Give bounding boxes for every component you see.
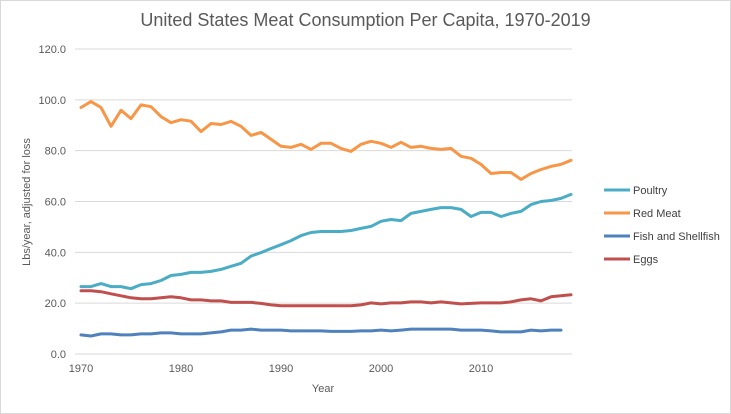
legend-label: Fish and Shellfish — [633, 231, 720, 243]
y-axis-tick-labels: 0.0 20.0 40.0 60.0 80.0 100.0 120.0 — [38, 44, 66, 361]
legend-item-poultry: Poultry — [604, 185, 668, 197]
x-axis-title: Year — [312, 383, 335, 395]
x-tick-label: 1970 — [69, 363, 93, 375]
series-lines — [79, 100, 573, 338]
chart-title: United States Meat Consumption Per Capit… — [140, 10, 591, 30]
y-tick-label: 120.0 — [38, 44, 66, 56]
legend-item-fish-and-shellfish: Fish and Shellfish — [604, 231, 720, 243]
y-axis-title: Lbs/year, adjusted for loss — [21, 138, 33, 266]
legend-label: Red Meat — [633, 208, 681, 220]
legend-item-eggs: Eggs — [604, 254, 659, 266]
x-tick-label: 1980 — [169, 363, 193, 375]
legend-label: Poultry — [633, 185, 668, 197]
legend: Poultry Red Meat Fish and Shellfish Eggs — [604, 185, 720, 266]
gridlines — [75, 48, 572, 355]
x-tick-label: 1990 — [269, 363, 293, 375]
x-tick-label: 2010 — [469, 363, 493, 375]
y-tick-label: 40.0 — [45, 247, 66, 259]
x-tick-label: 2000 — [369, 363, 393, 375]
y-tick-label: 100.0 — [38, 95, 66, 107]
series-line-eggs — [79, 289, 573, 308]
y-tick-label: 20.0 — [45, 298, 66, 310]
legend-label: Eggs — [633, 254, 659, 266]
legend-item-red-meat: Red Meat — [604, 208, 681, 220]
series-line-poultry — [79, 192, 573, 291]
y-tick-label: 80.0 — [45, 146, 66, 158]
y-tick-label: 60.0 — [45, 197, 66, 209]
y-tick-label: 0.0 — [51, 349, 66, 361]
x-axis-tick-labels: 1970 1980 1990 2000 2010 — [69, 363, 493, 375]
series-line-red-meat — [79, 100, 573, 181]
series-line-fish-and-shellfish — [79, 327, 563, 338]
